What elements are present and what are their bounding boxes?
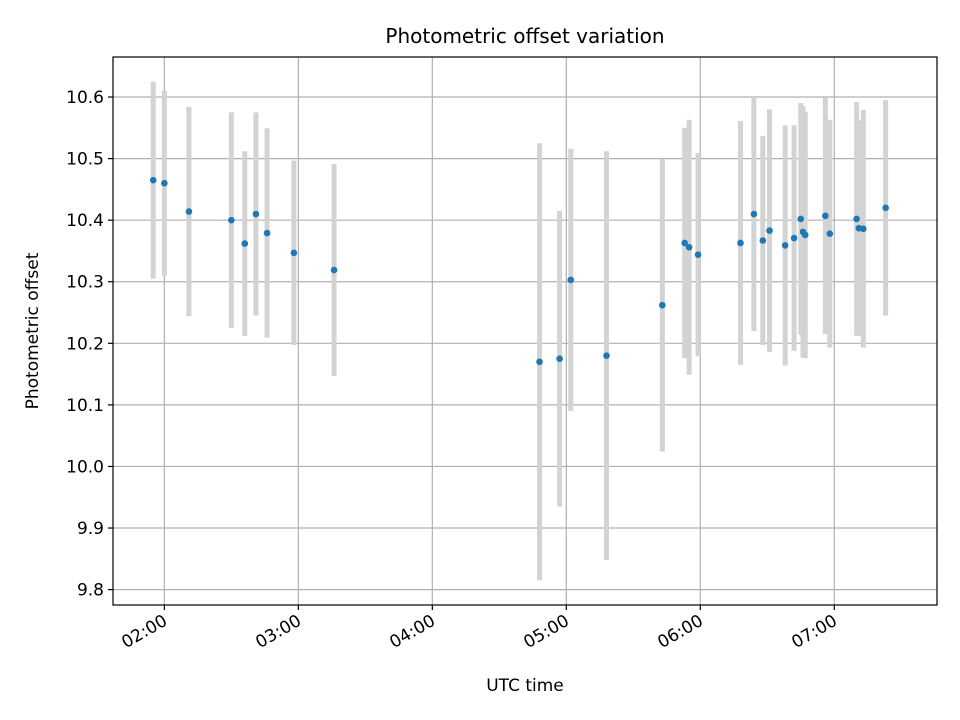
y-tick-label: 10.5 xyxy=(66,150,104,170)
data-point xyxy=(659,301,666,309)
data-point xyxy=(790,234,798,242)
x-axis-label: UTC time xyxy=(486,676,564,696)
plot-frame xyxy=(112,56,938,606)
x-tick-label: 04:00 xyxy=(386,611,438,653)
data-point xyxy=(567,276,575,284)
data-point xyxy=(161,179,168,187)
y-tick-label: 10.3 xyxy=(66,273,104,293)
y-tick-label: 10.2 xyxy=(66,334,104,354)
data-point xyxy=(797,215,805,223)
x-tick-label: 05:00 xyxy=(520,611,572,653)
y-tick-label: 10.0 xyxy=(66,457,104,477)
y-axis-label: Photometric offset xyxy=(23,252,43,409)
data-point xyxy=(737,239,744,247)
y-tick-label: 10.1 xyxy=(66,396,104,416)
data-point xyxy=(228,216,235,224)
data-point xyxy=(853,215,860,223)
data-points xyxy=(149,176,889,366)
data-point xyxy=(252,210,260,218)
data-point xyxy=(750,210,758,218)
data-point xyxy=(681,239,688,247)
data-point xyxy=(263,229,271,237)
data-point xyxy=(290,249,298,257)
data-point xyxy=(781,242,789,249)
data-point xyxy=(822,212,829,220)
data-point xyxy=(759,237,767,244)
x-tick-label: 02:00 xyxy=(118,611,170,653)
chart-title: Photometric offset variation xyxy=(385,24,664,48)
data-point xyxy=(185,208,193,215)
x-tick-label: 03:00 xyxy=(252,611,304,653)
y-tick-label: 9.8 xyxy=(77,581,104,601)
data-point xyxy=(801,231,809,239)
x-tick-label: 07:00 xyxy=(788,611,840,653)
data-point xyxy=(766,227,773,234)
y-tick-label: 10.6 xyxy=(66,88,104,108)
data-point xyxy=(860,225,867,233)
data-point xyxy=(536,358,543,366)
axis-ticks: 9.8 9.9 10.0 10.1 10.2 10.3 10.4 10.5 10.6 02:00 0… xyxy=(66,88,841,653)
grid-lines xyxy=(113,57,937,605)
data-point xyxy=(826,230,834,238)
y-tick-label: 9.9 xyxy=(77,519,104,539)
data-point xyxy=(556,355,563,363)
data-point xyxy=(685,243,693,251)
data-point xyxy=(694,251,702,258)
data-point xyxy=(149,176,157,184)
x-tick-label: 06:00 xyxy=(654,611,706,653)
data-point xyxy=(330,266,338,274)
data-point xyxy=(882,204,889,212)
error-bars xyxy=(150,81,889,581)
data-point xyxy=(603,352,610,359)
y-tick-label: 10.4 xyxy=(66,211,104,231)
data-point xyxy=(241,240,249,247)
